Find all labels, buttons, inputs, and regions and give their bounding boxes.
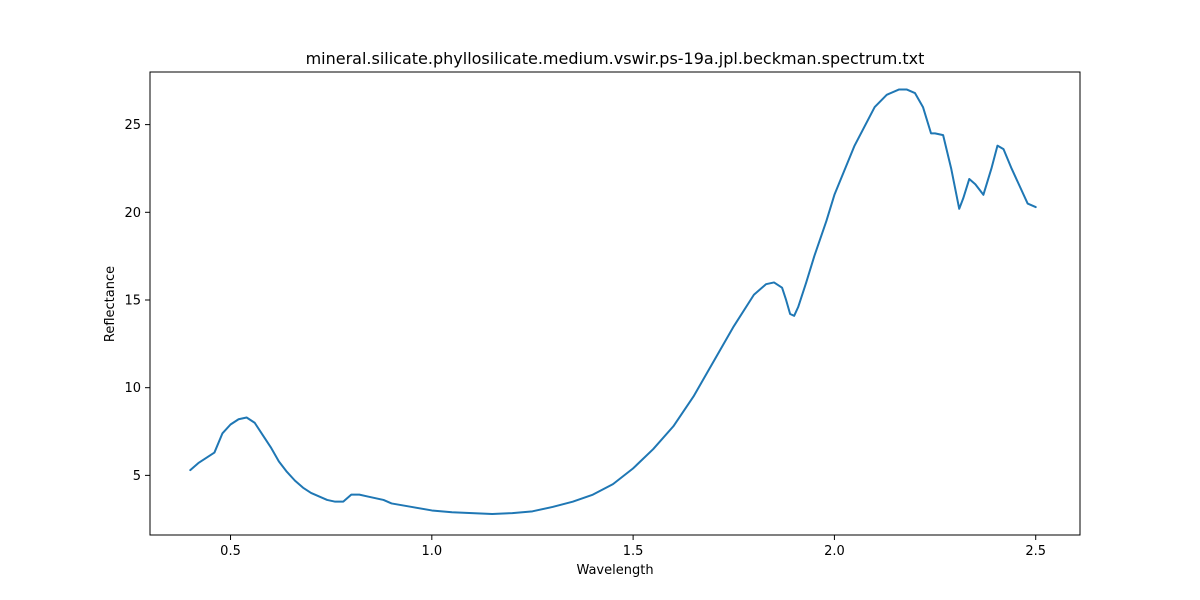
plot-frame xyxy=(149,71,1081,536)
y-axis-label: Reflectance xyxy=(103,266,118,342)
x-tick-label: 1.5 xyxy=(623,544,644,559)
x-tick-label: 2.5 xyxy=(1025,544,1046,559)
y-tick-label: 15 xyxy=(124,293,141,308)
series-line-0 xyxy=(189,88,1037,515)
plot-area: 0.5 1.0 1.5 2.0 2.5 5 10 15 20 25 xyxy=(124,71,1081,559)
x-tick-label: 0.5 xyxy=(220,544,241,559)
y-tick-label: 10 xyxy=(124,381,141,396)
x-tick-label: 1.0 xyxy=(421,544,442,559)
chart-title: mineral.silicate.phyllosilicate.medium.v… xyxy=(306,49,925,68)
x-axis-label: Wavelength xyxy=(576,563,653,578)
y-tick-label: 5 xyxy=(133,469,141,484)
y-tick-label: 25 xyxy=(124,118,141,133)
y-tick-label: 20 xyxy=(124,206,141,221)
x-tick-label: 2.0 xyxy=(824,544,845,559)
